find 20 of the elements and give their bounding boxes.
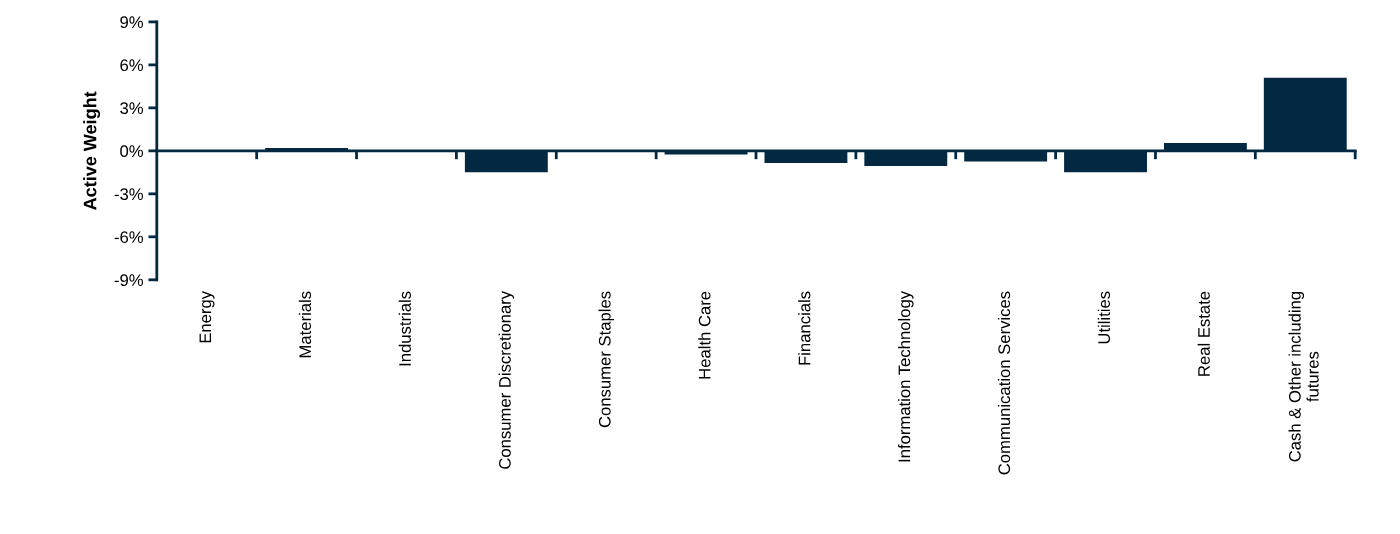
y-axis-title: Active Weight [83, 91, 101, 210]
x-tick-label: Energy [199, 290, 215, 343]
x-tick-label: Information Technology [898, 290, 914, 462]
y-tick-label: 3% [120, 102, 144, 115]
x-tick-label: Cash & Other including futures [1288, 291, 1319, 462]
y-tick-label: 0% [120, 145, 144, 158]
x-tick-label: Consumer Staples [598, 291, 614, 428]
x-tick-label: Health Care [698, 291, 711, 379]
x-tick-label: Consumer Discretionary [498, 290, 515, 469]
y-tick-label: -9% [114, 274, 144, 287]
x-tick-label: Communication Services [997, 291, 1011, 475]
x-tick-label: Financials [798, 291, 811, 365]
y-tick-label: -3% [114, 188, 144, 201]
x-tick-label: Real Estate [1197, 291, 1210, 376]
x-tick-label: Utilities [1097, 291, 1111, 344]
x-tick-label: Industrials [398, 291, 411, 366]
y-tick-label: 6% [120, 59, 144, 72]
y-tick-label: 9% [120, 16, 144, 29]
x-tick-label: Materials [298, 291, 312, 358]
y-tick-label: -6% [114, 231, 144, 244]
